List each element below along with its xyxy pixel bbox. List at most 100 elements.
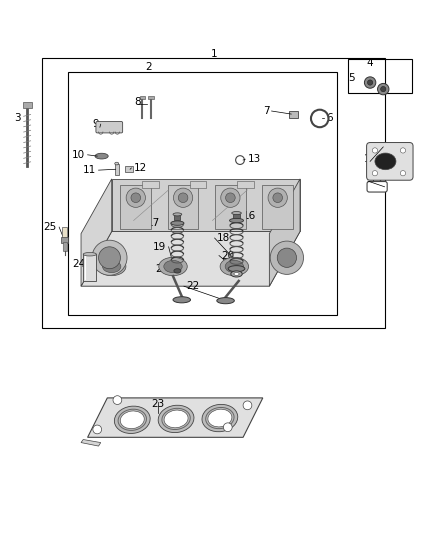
Text: 6: 6 xyxy=(326,112,333,123)
Text: 1: 1 xyxy=(211,49,218,59)
Text: 20: 20 xyxy=(221,251,234,261)
Circle shape xyxy=(236,156,244,165)
Text: 24: 24 xyxy=(72,260,85,269)
Text: 10: 10 xyxy=(72,150,85,160)
Circle shape xyxy=(372,171,378,176)
Bar xyxy=(83,254,96,280)
Bar xyxy=(115,164,119,174)
Polygon shape xyxy=(81,179,112,286)
Ellipse shape xyxy=(164,260,182,273)
Ellipse shape xyxy=(208,409,232,427)
Bar xyxy=(125,166,133,172)
Bar xyxy=(62,227,67,239)
Ellipse shape xyxy=(95,154,108,159)
Ellipse shape xyxy=(220,257,249,276)
Text: 9: 9 xyxy=(92,119,99,129)
Bar xyxy=(289,111,298,118)
Bar xyxy=(148,96,154,99)
Ellipse shape xyxy=(83,253,96,256)
Text: 13: 13 xyxy=(247,154,261,164)
Text: 21: 21 xyxy=(155,264,169,273)
Circle shape xyxy=(367,80,373,85)
Ellipse shape xyxy=(171,221,184,225)
Circle shape xyxy=(173,188,193,207)
Circle shape xyxy=(400,148,406,153)
Bar xyxy=(348,59,412,93)
FancyBboxPatch shape xyxy=(367,142,413,180)
Bar xyxy=(237,181,254,188)
Bar xyxy=(42,59,385,328)
Bar xyxy=(68,71,337,314)
Ellipse shape xyxy=(234,272,239,276)
Ellipse shape xyxy=(174,269,181,273)
FancyBboxPatch shape xyxy=(367,182,387,192)
Bar xyxy=(190,181,206,188)
Ellipse shape xyxy=(232,212,241,215)
Circle shape xyxy=(93,425,102,434)
FancyBboxPatch shape xyxy=(96,122,123,133)
Polygon shape xyxy=(269,179,300,286)
Ellipse shape xyxy=(173,213,182,216)
Circle shape xyxy=(381,86,386,92)
Circle shape xyxy=(113,395,122,405)
Circle shape xyxy=(221,188,240,207)
Text: 23: 23 xyxy=(151,399,164,409)
Polygon shape xyxy=(112,179,300,231)
Circle shape xyxy=(400,171,406,176)
Ellipse shape xyxy=(120,411,144,429)
Ellipse shape xyxy=(102,260,121,273)
Ellipse shape xyxy=(173,297,191,303)
Ellipse shape xyxy=(114,406,150,433)
Text: 4: 4 xyxy=(367,58,374,68)
Bar xyxy=(142,181,159,188)
Circle shape xyxy=(131,193,141,203)
Ellipse shape xyxy=(217,297,234,304)
Circle shape xyxy=(268,188,287,207)
Ellipse shape xyxy=(225,260,244,273)
Ellipse shape xyxy=(202,405,238,432)
Polygon shape xyxy=(81,231,300,286)
Text: 17: 17 xyxy=(147,217,160,228)
Text: 11: 11 xyxy=(83,165,96,175)
Ellipse shape xyxy=(231,271,242,277)
Circle shape xyxy=(223,423,232,432)
Text: 2: 2 xyxy=(145,62,152,72)
Circle shape xyxy=(178,193,188,203)
Ellipse shape xyxy=(158,405,194,433)
Bar xyxy=(233,214,240,219)
Text: 3: 3 xyxy=(14,112,21,123)
Bar xyxy=(215,185,246,229)
Text: 16: 16 xyxy=(243,211,256,221)
Circle shape xyxy=(226,193,235,203)
Circle shape xyxy=(126,188,145,207)
Bar xyxy=(63,243,67,251)
Text: 25: 25 xyxy=(44,222,57,232)
Ellipse shape xyxy=(97,257,126,276)
Bar xyxy=(168,185,198,229)
Text: 8: 8 xyxy=(134,97,141,107)
Text: 7: 7 xyxy=(263,106,269,116)
Text: 5: 5 xyxy=(348,73,355,83)
Bar xyxy=(120,185,151,229)
Text: 19: 19 xyxy=(153,242,166,252)
Ellipse shape xyxy=(228,265,245,272)
Circle shape xyxy=(99,247,120,269)
Ellipse shape xyxy=(375,153,396,169)
Circle shape xyxy=(364,77,376,88)
Circle shape xyxy=(277,248,297,268)
Bar xyxy=(262,185,293,229)
Circle shape xyxy=(243,401,252,410)
Text: 14: 14 xyxy=(364,154,377,164)
Ellipse shape xyxy=(164,410,188,428)
Text: 18: 18 xyxy=(217,233,230,243)
Ellipse shape xyxy=(115,162,119,165)
Circle shape xyxy=(372,148,378,153)
Circle shape xyxy=(378,84,389,95)
Text: 15: 15 xyxy=(370,176,383,186)
Circle shape xyxy=(92,240,127,275)
Polygon shape xyxy=(81,440,101,446)
Bar xyxy=(174,215,180,220)
Polygon shape xyxy=(88,398,263,437)
Ellipse shape xyxy=(230,219,244,223)
Text: 22: 22 xyxy=(186,281,199,291)
